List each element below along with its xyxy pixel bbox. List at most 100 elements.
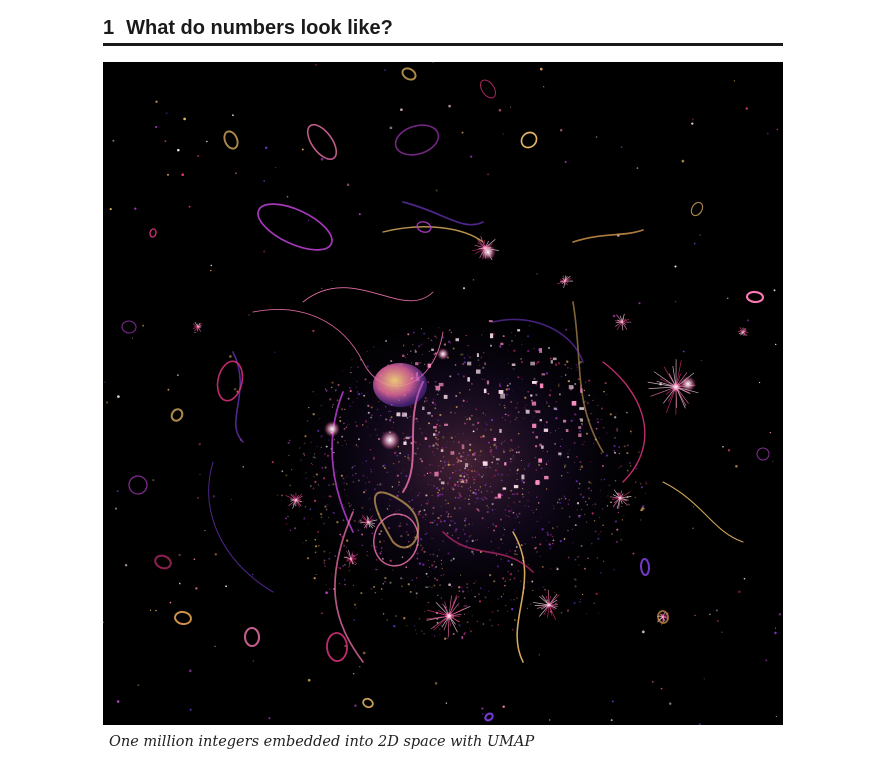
- dust-point: [574, 585, 577, 588]
- dust-point: [514, 517, 516, 519]
- loop-ring: [257, 203, 333, 251]
- dust-point: [357, 392, 361, 396]
- dust-point: [502, 489, 504, 491]
- dust-point: [429, 471, 432, 474]
- dust-point: [464, 416, 466, 418]
- dust-point: [370, 416, 373, 419]
- dust-point: [490, 486, 492, 487]
- speck-point: [331, 279, 333, 282]
- dust-point: [521, 480, 524, 482]
- dust-point: [531, 580, 534, 583]
- dust-point: [482, 351, 485, 354]
- dust-point: [323, 559, 326, 562]
- dust-point: [621, 506, 623, 507]
- dust-point: [492, 498, 494, 500]
- dust-point: [545, 463, 548, 466]
- dust-point: [527, 349, 530, 353]
- dust-point: [438, 465, 440, 467]
- dust-point: [592, 399, 594, 402]
- speck-point: [275, 167, 277, 169]
- dust-point: [540, 516, 542, 518]
- dust-point: [393, 421, 395, 423]
- speck-point: [307, 219, 310, 222]
- dust-point: [510, 599, 512, 601]
- dust-point: [312, 390, 315, 393]
- lattice-point: [535, 480, 540, 485]
- dust-point: [414, 350, 417, 353]
- dust-point: [456, 457, 458, 459]
- dust-point: [416, 553, 418, 555]
- speck-point: [242, 466, 244, 468]
- dust-point: [395, 615, 398, 617]
- dust-point: [426, 438, 428, 440]
- dust-point: [454, 496, 457, 499]
- dust-point: [477, 359, 480, 361]
- dust-point: [366, 426, 369, 428]
- dust-point: [535, 393, 538, 397]
- dust-point: [504, 440, 506, 442]
- dust-point: [599, 571, 602, 574]
- loop-ring: [170, 408, 184, 422]
- dust-point: [517, 411, 520, 414]
- dust-point: [623, 515, 625, 517]
- dust-point: [521, 378, 523, 380]
- dust-point: [510, 489, 513, 492]
- starburst-cluster: [614, 313, 632, 331]
- dust-point: [474, 596, 476, 598]
- dust-point: [458, 586, 461, 589]
- burst-core: [670, 381, 682, 393]
- dust-point: [597, 421, 600, 424]
- dust-point: [382, 558, 384, 560]
- dust-point: [401, 556, 404, 558]
- dust-point: [577, 564, 580, 566]
- speck-point: [769, 431, 772, 434]
- speck-point: [105, 401, 109, 404]
- dust-point: [371, 532, 374, 535]
- speck-point: [233, 388, 237, 391]
- dust-point: [412, 343, 414, 346]
- lattice-point: [433, 426, 437, 429]
- speck-point: [721, 631, 723, 633]
- dust-point: [463, 613, 466, 615]
- dust-point: [434, 380, 437, 383]
- dust-point: [436, 621, 439, 624]
- dust-point: [466, 418, 469, 421]
- speck-point: [340, 408, 344, 411]
- dust-point: [623, 445, 626, 448]
- dust-point: [614, 480, 617, 482]
- speck-point: [167, 388, 170, 391]
- dust-point: [412, 507, 414, 510]
- dust-point: [594, 530, 597, 533]
- dust-point: [524, 396, 527, 399]
- speck-point: [188, 669, 192, 673]
- dust-point: [370, 509, 371, 511]
- speck-point: [461, 131, 464, 134]
- dust-point: [374, 591, 377, 594]
- dust-point: [415, 596, 417, 598]
- lattice-point: [427, 363, 431, 368]
- dust-point: [584, 400, 587, 403]
- dust-point: [478, 593, 480, 595]
- dust-point: [563, 495, 566, 498]
- speck-point: [214, 553, 218, 556]
- speck-point: [773, 289, 776, 292]
- strand-path: [334, 511, 364, 663]
- dust-point: [353, 603, 357, 606]
- dust-point: [617, 511, 620, 514]
- dust-point: [436, 618, 438, 621]
- dust-point: [576, 369, 577, 371]
- dust-point: [462, 362, 465, 366]
- dust-point: [405, 356, 407, 358]
- dust-point: [579, 598, 581, 601]
- dust-point: [466, 481, 468, 483]
- lattice-point: [476, 369, 481, 374]
- lattice-point: [539, 443, 542, 447]
- dust-point: [529, 603, 532, 605]
- burst-core: [661, 615, 665, 619]
- speck-point: [404, 455, 406, 457]
- dust-point: [544, 588, 546, 591]
- dust-point: [510, 470, 512, 471]
- dust-point: [487, 527, 489, 528]
- lattice-point: [525, 409, 530, 414]
- speck-point: [610, 719, 613, 722]
